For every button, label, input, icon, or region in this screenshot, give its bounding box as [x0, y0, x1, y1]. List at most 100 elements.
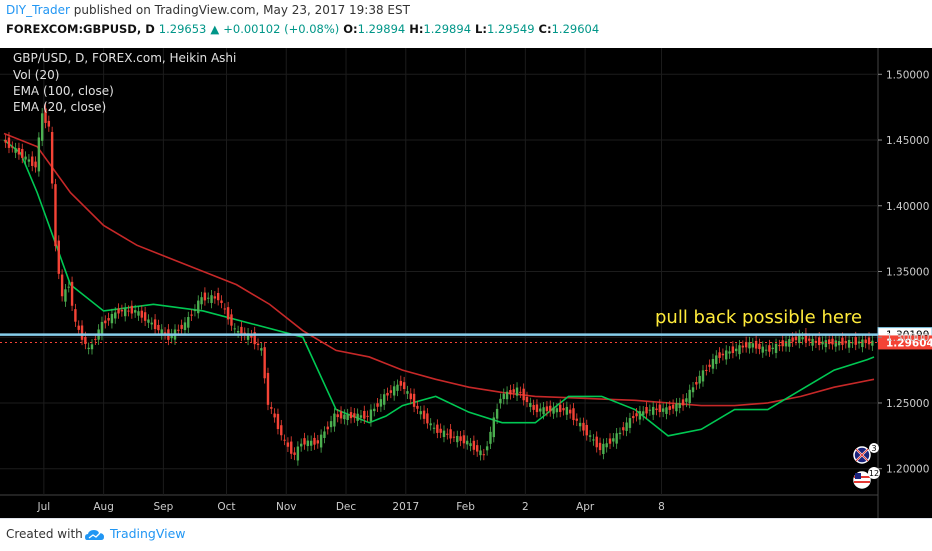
- candle-body: [771, 347, 774, 350]
- candle-body: [296, 446, 300, 461]
- x-tick-label: Sep: [153, 501, 173, 513]
- candle-body: [482, 454, 486, 456]
- x-tick-label: Oct: [217, 501, 235, 513]
- candle-body: [625, 422, 628, 431]
- candle-body: [57, 240, 60, 274]
- candle-body: [273, 413, 276, 418]
- candle-body: [180, 324, 183, 329]
- candle-body: [495, 408, 499, 419]
- candle-body: [595, 436, 598, 448]
- y-tick-label: 1.35000: [886, 267, 929, 279]
- candle-body: [260, 348, 263, 351]
- candle-body: [774, 343, 778, 353]
- tradingview-link[interactable]: TradingView: [84, 526, 186, 542]
- y-tick-label: 1.50000: [886, 69, 929, 81]
- candle-body: [748, 342, 751, 349]
- high-value: 1.29894: [423, 22, 472, 36]
- candle-body: [90, 344, 94, 350]
- candle-body: [386, 392, 389, 396]
- candle-body: [359, 415, 363, 418]
- candle-body: [110, 313, 114, 324]
- candle-body: [485, 446, 489, 451]
- legend-vol: Vol (20): [13, 68, 59, 82]
- last-price: 1.29653: [158, 22, 207, 36]
- candle-body: [655, 408, 658, 411]
- candle-body: [744, 341, 748, 348]
- candle-body: [854, 337, 857, 345]
- candle-body: [429, 423, 432, 426]
- candle-body: [592, 439, 595, 441]
- candle-body: [50, 131, 54, 184]
- price-scale[interactable]: [878, 48, 932, 518]
- x-tick-label: Feb: [456, 501, 475, 513]
- candle-body: [691, 387, 695, 393]
- candle-body: [515, 387, 519, 396]
- us-flag-icon[interactable]: 12: [853, 467, 880, 489]
- candle-body: [406, 391, 409, 394]
- candle-body: [685, 398, 688, 402]
- candle-body: [127, 310, 130, 312]
- candle-body: [505, 391, 509, 400]
- candle-body: [253, 332, 256, 345]
- candle-body: [721, 353, 725, 356]
- candle-body: [456, 435, 459, 443]
- candle-body: [492, 417, 495, 438]
- candle-body: [67, 286, 70, 288]
- x-tick-label: 2017: [392, 501, 419, 513]
- candle-body: [549, 405, 552, 412]
- candle-body: [841, 337, 844, 345]
- candle-body: [290, 441, 293, 454]
- candle-body: [442, 430, 446, 438]
- candle-body: [638, 411, 642, 420]
- candle-body: [216, 292, 220, 301]
- candle-body: [864, 339, 867, 344]
- candle-body: [276, 413, 280, 430]
- candle-body: [416, 405, 419, 409]
- candle-body: [24, 156, 27, 160]
- candle-body: [283, 439, 286, 441]
- candle-body: [582, 422, 585, 431]
- candle-body: [299, 443, 303, 447]
- candle-body: [153, 319, 157, 330]
- candle-body: [77, 325, 80, 330]
- candle-body: [187, 317, 190, 328]
- hlines-layer: 1.301991.29604: [0, 327, 932, 350]
- x-tick-label: 8: [658, 501, 665, 513]
- price-chart[interactable]: 1.301991.29604 1.50000 1.45000 1.40000 1.35…: [0, 48, 932, 518]
- close-value: 1.29604: [551, 22, 600, 36]
- author-link[interactable]: DIY_Trader: [6, 3, 70, 17]
- candle-body: [466, 440, 469, 445]
- candle-body: [645, 407, 648, 414]
- candle-body: [701, 370, 705, 382]
- candle-body: [47, 120, 51, 127]
- candle-body: [396, 384, 399, 391]
- candle-body: [475, 445, 479, 452]
- candle-body: [446, 433, 449, 435]
- candle-body: [150, 322, 153, 325]
- high-label: H:: [409, 22, 424, 36]
- candle-body: [326, 426, 329, 430]
- candle-body: [568, 409, 572, 414]
- candle-body: [519, 391, 522, 393]
- candle-body: [133, 310, 137, 313]
- candle-body: [545, 406, 549, 412]
- grid: [0, 48, 878, 495]
- candle-body: [542, 407, 545, 415]
- candle-body: [578, 422, 582, 427]
- candle-body: [140, 310, 144, 318]
- candle-body: [575, 418, 579, 421]
- candle-body: [821, 341, 824, 345]
- candle-body: [412, 393, 416, 407]
- candle-body: [532, 404, 535, 410]
- uk-flag-icon[interactable]: 3: [853, 443, 879, 464]
- candle-body: [94, 338, 97, 340]
- candle-body: [522, 388, 525, 401]
- chart-area[interactable]: 1.301991.29604 1.50000 1.45000 1.40000 1.35…: [0, 48, 932, 518]
- candle-body: [781, 340, 784, 347]
- candle-body: [143, 312, 147, 321]
- candle-body: [824, 340, 828, 348]
- x-tick-label: 2: [522, 501, 529, 513]
- candle-body: [618, 432, 622, 435]
- candle-body: [436, 424, 439, 433]
- y-tick-label: 1.30000: [886, 332, 929, 344]
